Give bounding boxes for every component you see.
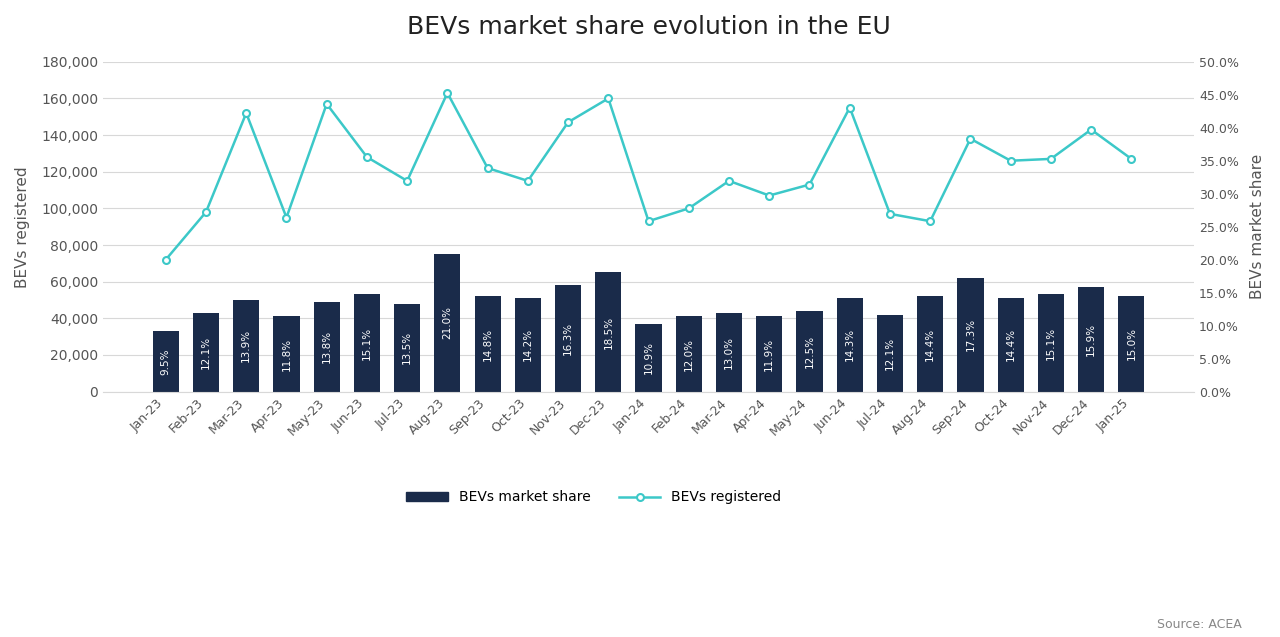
Text: 11.8%: 11.8% — [282, 338, 292, 371]
Text: 14.8%: 14.8% — [483, 327, 493, 361]
Text: 12.1%: 12.1% — [884, 336, 895, 369]
Text: 13.0%: 13.0% — [724, 336, 733, 369]
Bar — [635, 324, 662, 392]
Text: 14.4%: 14.4% — [1006, 328, 1015, 361]
Text: 10.9%: 10.9% — [644, 341, 654, 374]
Bar — [193, 313, 219, 392]
Bar — [877, 315, 902, 392]
Y-axis label: BEVs registered: BEVs registered — [15, 166, 29, 287]
Y-axis label: BEVs market share: BEVs market share — [1251, 154, 1265, 299]
Bar — [475, 296, 500, 392]
Text: 21.0%: 21.0% — [443, 306, 452, 340]
Bar — [997, 298, 1024, 392]
Text: 14.3%: 14.3% — [845, 328, 855, 361]
Text: 15.1%: 15.1% — [362, 327, 372, 360]
Text: 14.2%: 14.2% — [522, 328, 532, 361]
Text: 11.9%: 11.9% — [764, 338, 774, 371]
Bar — [837, 298, 863, 392]
Text: 16.3%: 16.3% — [563, 322, 573, 355]
Title: BEVs market share evolution in the EU: BEVs market share evolution in the EU — [407, 15, 891, 39]
Text: 13.8%: 13.8% — [321, 330, 332, 363]
Bar — [918, 296, 943, 392]
Bar — [353, 294, 380, 392]
Bar — [957, 278, 983, 392]
Bar — [233, 300, 260, 392]
Bar — [756, 317, 782, 392]
Text: 12.0%: 12.0% — [684, 338, 694, 371]
Text: 12.1%: 12.1% — [201, 336, 211, 369]
Bar — [434, 254, 461, 392]
Bar — [796, 311, 823, 392]
Text: 15.0%: 15.0% — [1126, 327, 1137, 361]
Bar — [314, 302, 339, 392]
Bar — [1119, 296, 1144, 392]
Legend: BEVs market share, BEVs registered: BEVs market share, BEVs registered — [401, 485, 787, 510]
Text: 13.9%: 13.9% — [241, 329, 251, 362]
Bar — [394, 304, 420, 392]
Text: 14.4%: 14.4% — [925, 327, 936, 361]
Bar — [1078, 287, 1105, 392]
Bar — [556, 285, 581, 392]
Bar — [515, 298, 541, 392]
Text: 9.5%: 9.5% — [161, 348, 170, 375]
Bar — [716, 313, 742, 392]
Text: 15.1%: 15.1% — [1046, 327, 1056, 360]
Text: 18.5%: 18.5% — [603, 315, 613, 348]
Text: 12.5%: 12.5% — [805, 334, 814, 368]
Text: 13.5%: 13.5% — [402, 331, 412, 364]
Text: Source: ACEA: Source: ACEA — [1157, 618, 1242, 631]
Bar — [676, 317, 701, 392]
Bar — [595, 273, 621, 392]
Bar — [152, 331, 179, 392]
Text: 15.9%: 15.9% — [1087, 323, 1096, 356]
Bar — [274, 317, 300, 392]
Bar — [1038, 294, 1064, 392]
Text: 17.3%: 17.3% — [965, 318, 975, 352]
